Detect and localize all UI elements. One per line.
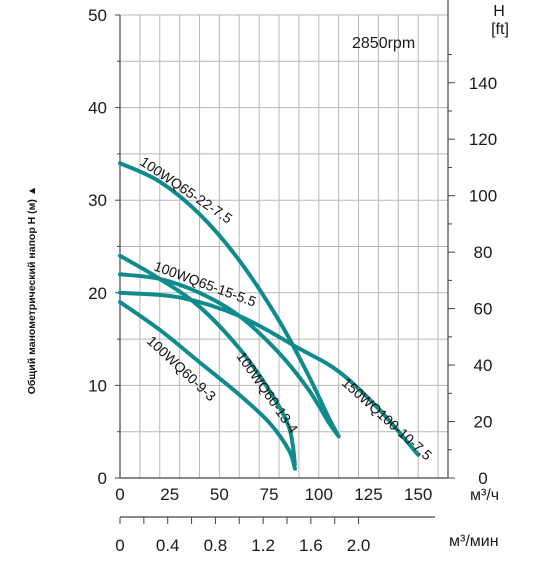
secondary-tick-label: 1.6: [299, 536, 323, 555]
right-tick-label: 60: [474, 300, 493, 319]
right-tick-label: 0: [478, 469, 487, 488]
pump-curve-2: [118, 253, 297, 467]
pump-curve-3: [118, 300, 297, 471]
secondary-tick-label: 0.8: [204, 536, 228, 555]
right-tick-label: 40: [474, 356, 493, 375]
y-tick-label: 0: [98, 469, 107, 488]
y-axis-title: Общий манометрический напор Н (м) ▲: [26, 186, 38, 394]
pump-curves: [118, 161, 421, 471]
x-tick-label: 25: [160, 485, 179, 504]
secondary-tick-label: 0: [115, 536, 124, 555]
chart-grid: [120, 14, 448, 478]
x-tick-label: 75: [260, 485, 279, 504]
right-tick-label: 140: [469, 74, 497, 93]
x-tick-label: 150: [404, 485, 432, 504]
right-tick-label: 80: [474, 243, 493, 262]
x-axis-unit-m3h: м³/ч: [470, 487, 499, 504]
y-tick-label: 40: [88, 99, 107, 118]
y-tick-label: 10: [88, 376, 107, 395]
x-tick-label: 0: [115, 485, 124, 504]
secondary-tick-label: 1.2: [251, 536, 275, 555]
secondary-tick-label: 0.4: [156, 536, 180, 555]
pump-curve-4: [118, 290, 421, 457]
chart-axes: 0 10 20 30 40 50 0 20 40 60 80 100 120 140 0 25 50 75 100 1…: [88, 0, 497, 555]
secondary-tick-label: 2.0: [347, 536, 371, 555]
pump-curve-0: [118, 161, 341, 439]
speed-label: 2850rpm: [352, 35, 415, 52]
right-tick-label: 100: [469, 187, 497, 206]
x-axis-unit-m3min: м³/мин: [449, 533, 499, 550]
right-axis-unit: [ft]: [491, 21, 509, 38]
y-tick-label: 20: [88, 284, 107, 303]
x-tick-label: 50: [210, 485, 229, 504]
right-axis-title: H: [493, 3, 505, 20]
y-tick-label: 50: [88, 6, 107, 25]
y-tick-label: 30: [88, 191, 107, 210]
right-tick-label: 20: [474, 413, 493, 432]
curve-label: 150WQ100-10-7.5: [339, 374, 435, 463]
x-tick-label: 100: [305, 485, 333, 504]
x-tick-label: 125: [354, 485, 382, 504]
y-axis-title-text: Общий манометрический напор Н (м): [26, 199, 38, 394]
curve-label: 100WQ65-22-7.5: [137, 153, 235, 226]
right-tick-label: 120: [469, 130, 497, 149]
